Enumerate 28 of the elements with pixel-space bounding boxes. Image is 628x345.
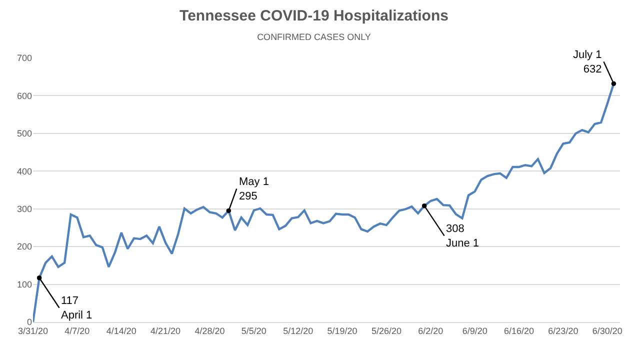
annotation: July 1 632 bbox=[573, 49, 602, 76]
x-tick-label: 4/21/20 bbox=[150, 326, 181, 336]
y-tick-label: 0 bbox=[26, 317, 32, 328]
y-tick-label: 700 bbox=[16, 53, 32, 64]
x-tick-label: 3/31/20 bbox=[18, 326, 48, 336]
y-tick-label: 500 bbox=[16, 128, 32, 139]
x-tick-label: 5/26/20 bbox=[371, 326, 402, 336]
x-tick-label: 4/28/20 bbox=[194, 326, 225, 336]
x-tick-label: 6/9/20 bbox=[462, 326, 488, 336]
annotation: May 1 295 bbox=[239, 176, 269, 202]
x-tick-label: 6/23/20 bbox=[548, 326, 578, 336]
x-tick-label: 5/5/20 bbox=[241, 326, 266, 336]
annotation: 308 June 1 bbox=[446, 223, 480, 250]
y-tick-label: 600 bbox=[16, 90, 32, 101]
x-tick-label: 6/2/20 bbox=[418, 326, 444, 336]
x-tick-label: 6/30/20 bbox=[592, 326, 622, 336]
x-tick-label: 5/19/20 bbox=[327, 326, 358, 336]
x-tick-label: 4/7/20 bbox=[64, 326, 90, 336]
x-tick-label: 5/12/20 bbox=[283, 326, 314, 336]
annotation: 117 April 1 bbox=[61, 295, 92, 322]
chart-title: Tennessee COVID-19 Hospitalizations bbox=[180, 8, 448, 25]
y-tick-label: 300 bbox=[16, 204, 32, 214]
y-tick-label: 400 bbox=[16, 166, 32, 176]
chart-subtitle: CONFIRMED CASES ONLY bbox=[257, 32, 371, 42]
y-tick-label: 200 bbox=[16, 242, 32, 252]
x-tick-label: 4/14/20 bbox=[106, 326, 136, 336]
x-tick-label: 6/16/20 bbox=[504, 326, 534, 336]
y-tick-label: 100 bbox=[16, 279, 32, 290]
